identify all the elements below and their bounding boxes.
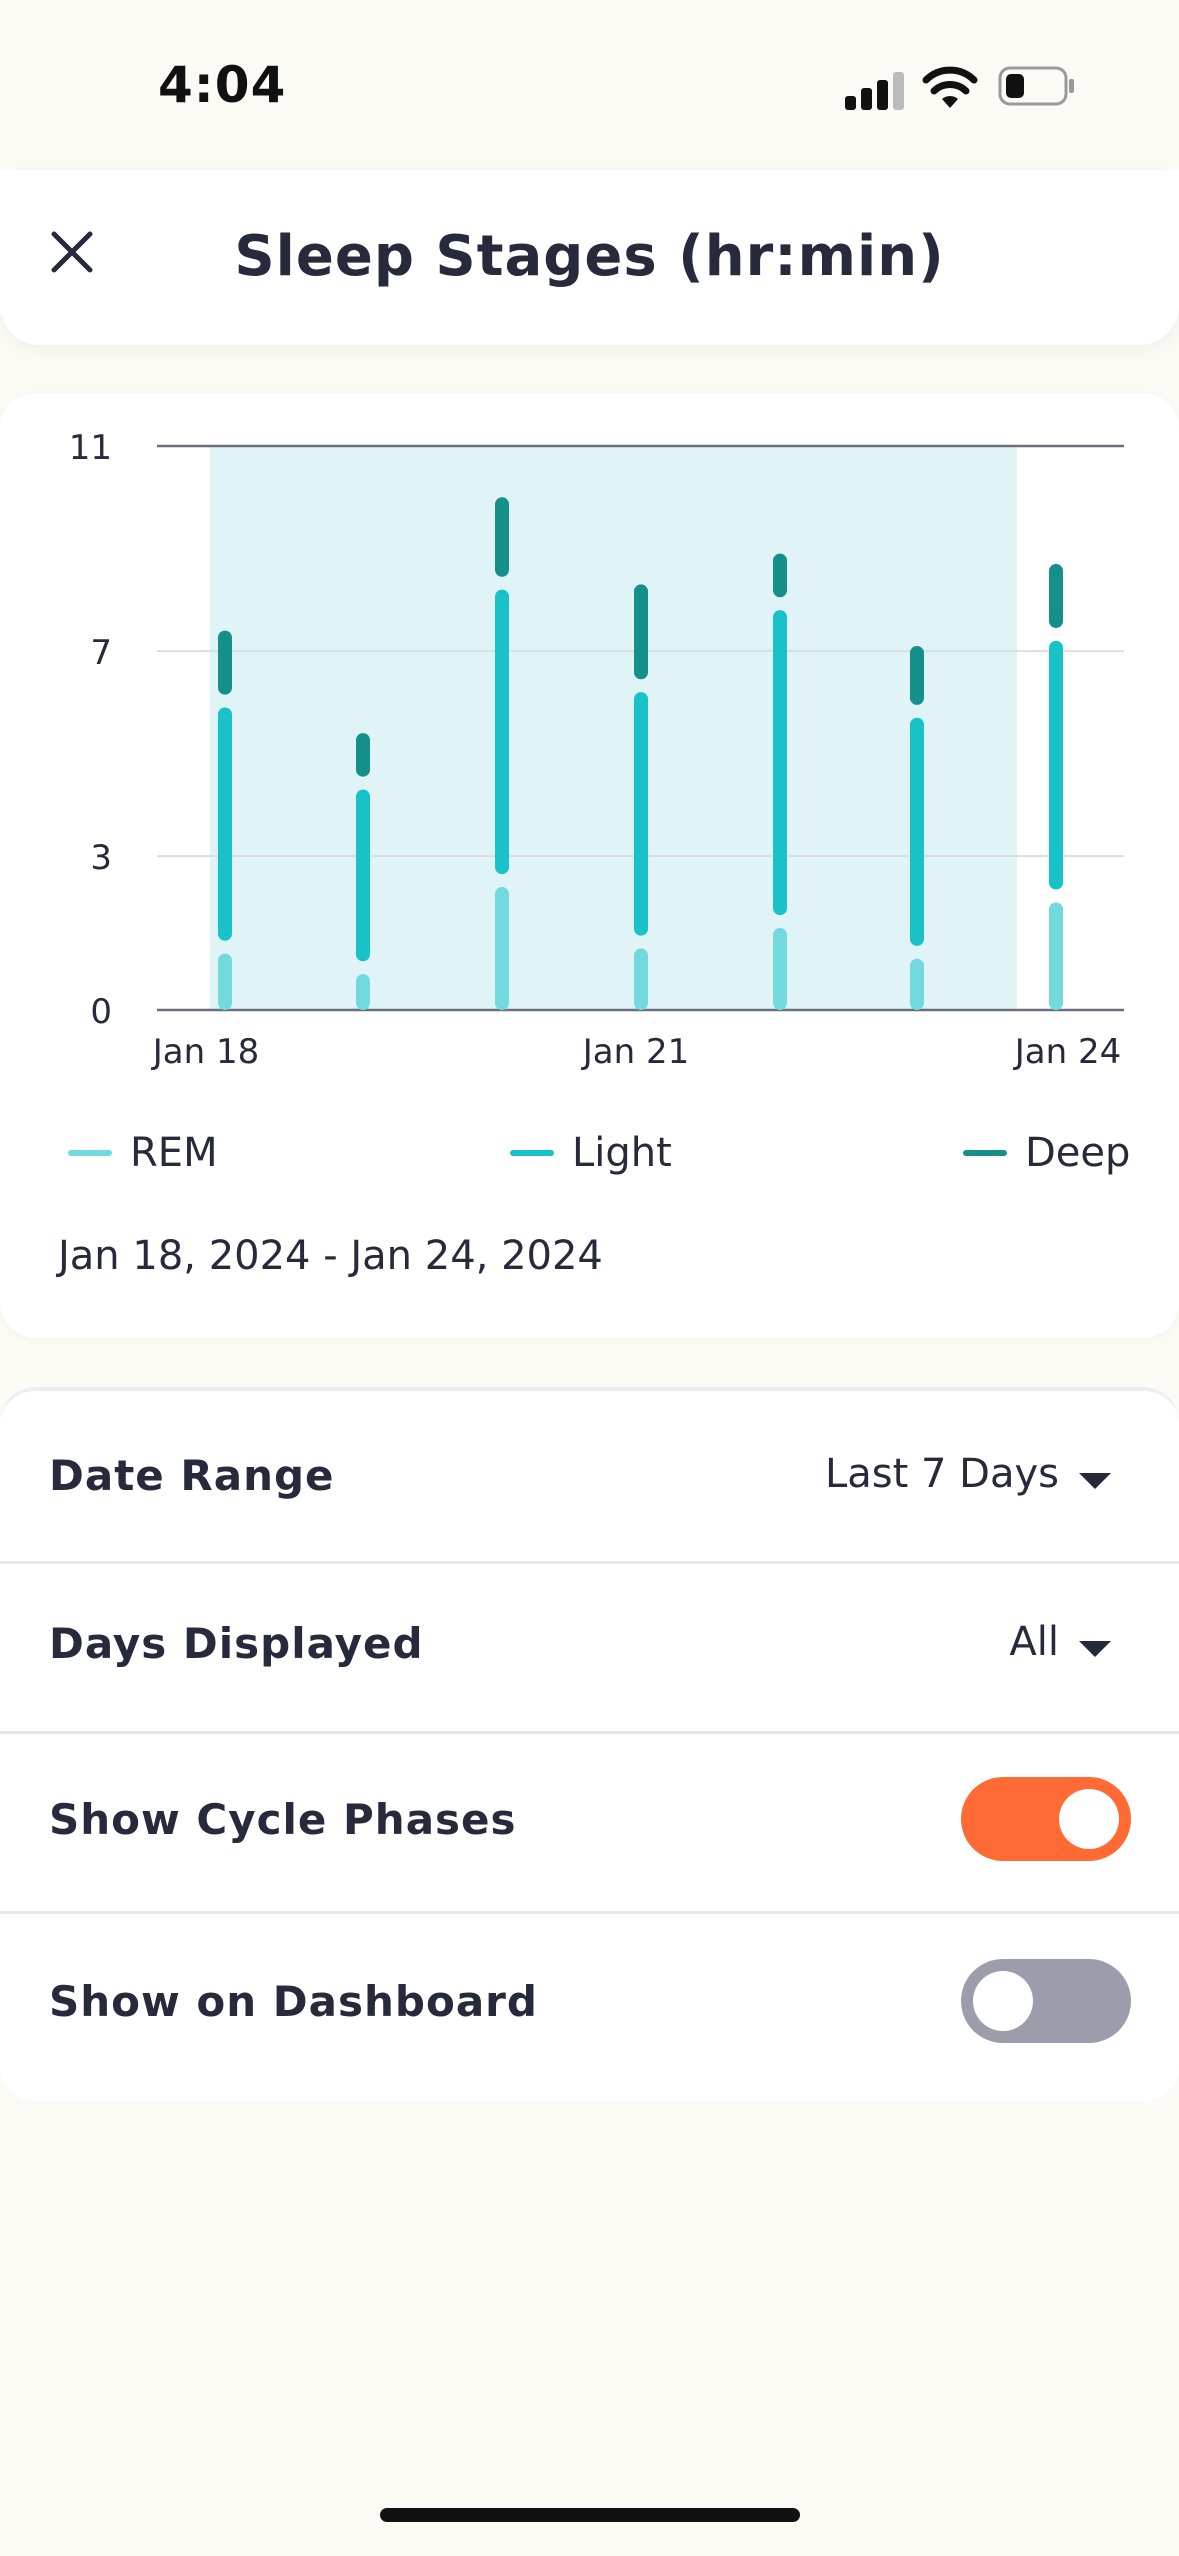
- days-displayed-row[interactable]: Days Displayed All: [0, 1561, 1179, 1734]
- bar-segment-rem: [773, 927, 787, 1010]
- bar-segment-rem: [634, 948, 648, 1010]
- y-tick-label: 7: [90, 633, 112, 673]
- y-tick-label: 3: [90, 838, 112, 878]
- sleep-stages-chart: 0 3 7 11 Jan 18 Jan 21 Jan 24: [69, 428, 1124, 1072]
- bar-segment-rem: [495, 886, 509, 1010]
- home-indicator[interactable]: [380, 2508, 800, 2522]
- y-tick-label: 0: [90, 992, 112, 1032]
- date-range-value[interactable]: Last 7 Days: [824, 1451, 1059, 1497]
- days-displayed-label: Days Displayed: [49, 1619, 424, 1668]
- legend-label-rem: REM: [130, 1130, 218, 1176]
- bar-segment-rem: [910, 958, 924, 1010]
- bar-segment-deep: [1049, 563, 1063, 629]
- bar-segment-deep: [495, 497, 509, 577]
- legend-label-deep: Deep: [1025, 1130, 1131, 1176]
- legend-item-rem: REM: [68, 1130, 218, 1176]
- x-tick-label: Jan 18: [151, 1032, 259, 1072]
- bar-segment-rem: [356, 974, 370, 1010]
- show-on-dashboard-label: Show on Dashboard: [49, 1977, 538, 2026]
- header: [0, 170, 1179, 345]
- bar-segment-light: [356, 789, 370, 962]
- date-range-caption: Jan 18, 2024 - Jan 24, 2024: [58, 1233, 603, 1279]
- legend-item-light: Light: [510, 1130, 672, 1176]
- cellular-signal-icon: [845, 70, 905, 110]
- legend-swatch-deep: [963, 1150, 1007, 1156]
- bar-segment-deep: [773, 553, 787, 598]
- toggle-knob: [973, 1971, 1033, 2031]
- toggle-knob: [1059, 1789, 1119, 1849]
- legend-swatch-rem: [68, 1150, 112, 1156]
- legend-swatch-light: [510, 1150, 554, 1156]
- bar-segment-light: [634, 692, 648, 936]
- x-tick-label: Jan 24: [1013, 1032, 1121, 1072]
- page-title: Sleep Stages (hr:min): [234, 224, 945, 289]
- status-bar: 4:04: [0, 0, 1179, 170]
- bar-segment-light: [495, 589, 509, 875]
- status-time: 4:04: [158, 56, 287, 114]
- show-on-dashboard-row: Show on Dashboard: [0, 1911, 1179, 2101]
- bar-segment-rem: [218, 953, 232, 1010]
- show-on-dashboard-toggle[interactable]: [961, 1959, 1131, 2043]
- cycle-phase-band: [210, 446, 1017, 1010]
- days-displayed-value[interactable]: All: [1009, 1619, 1059, 1665]
- y-tick-label: 11: [69, 428, 112, 468]
- wifi-icon: [922, 66, 978, 108]
- bar-segment-deep: [218, 630, 232, 695]
- close-icon[interactable]: [40, 220, 104, 284]
- x-tick-label: Jan 21: [581, 1032, 689, 1072]
- bar-segment-deep: [910, 645, 924, 705]
- chevron-down-icon[interactable]: [1079, 1473, 1111, 1489]
- bar-segment-light: [910, 717, 924, 946]
- show-cycle-phases-toggle[interactable]: [961, 1777, 1131, 1861]
- show-cycle-phases-row: Show Cycle Phases: [0, 1731, 1179, 1914]
- bar-segment-deep: [356, 733, 370, 777]
- settings-card: Date Range Last 7 Days Days Displayed Al…: [0, 1387, 1179, 2101]
- date-range-label: Date Range: [49, 1451, 335, 1500]
- bar-segment-light: [218, 707, 232, 941]
- show-cycle-phases-label: Show Cycle Phases: [49, 1795, 517, 1844]
- bar-segment-rem: [1049, 902, 1063, 1010]
- legend-item-deep: Deep: [963, 1130, 1130, 1176]
- battery-icon: [998, 66, 1074, 106]
- bar-segment-light: [1049, 640, 1063, 890]
- bar-segment-light: [773, 610, 787, 916]
- chevron-down-icon[interactable]: [1079, 1641, 1111, 1657]
- legend-label-light: Light: [572, 1130, 672, 1176]
- bar-segment-deep: [634, 584, 648, 680]
- date-range-row[interactable]: Date Range Last 7 Days: [0, 1391, 1179, 1564]
